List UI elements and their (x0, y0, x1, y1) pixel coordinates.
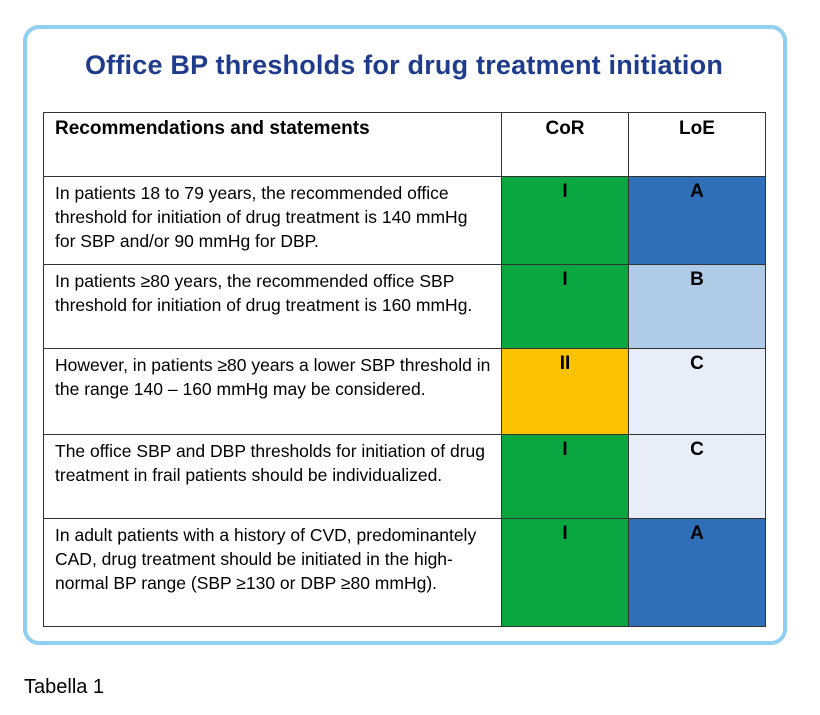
loe-cell: C (628, 348, 766, 435)
recommendations-table: Recommendations and statements CoR LoE I… (43, 112, 766, 627)
statement-cell: In adult patients with a history of CVD,… (43, 518, 502, 627)
header-recommendations: Recommendations and statements (43, 112, 502, 177)
loe-cell: C (628, 434, 766, 519)
statement-cell: The office SBP and DBP thresholds for in… (43, 434, 502, 519)
table-caption: Tabella 1 (24, 676, 105, 698)
statement-cell: In patients ≥80 years, the recommended o… (43, 264, 502, 349)
statement-cell: In patients 18 to 79 years, the recommen… (43, 176, 502, 265)
cor-cell: II (501, 348, 629, 435)
table-title: Office BP thresholds for drug treatment … (84, 50, 724, 80)
cor-cell: I (501, 518, 629, 627)
table-row: In adult patients with a history of CVD,… (43, 518, 766, 627)
header-loe: LoE (628, 112, 766, 177)
table-row: In patients ≥80 years, the recommended o… (43, 264, 766, 349)
header-row: Recommendations and statements CoR LoE (43, 112, 766, 177)
cor-cell: I (501, 434, 629, 519)
cor-cell: I (501, 264, 629, 349)
loe-cell: A (628, 518, 766, 627)
table-row: The office SBP and DBP thresholds for in… (43, 434, 766, 519)
table-row: In patients 18 to 79 years, the recommen… (43, 176, 766, 265)
header-cor: CoR (501, 112, 629, 177)
statement-cell: However, in patients ≥80 years a lower S… (43, 348, 502, 435)
loe-cell: B (628, 264, 766, 349)
table-row: However, in patients ≥80 years a lower S… (43, 348, 766, 435)
cor-cell: I (501, 176, 629, 265)
loe-cell: A (628, 176, 766, 265)
